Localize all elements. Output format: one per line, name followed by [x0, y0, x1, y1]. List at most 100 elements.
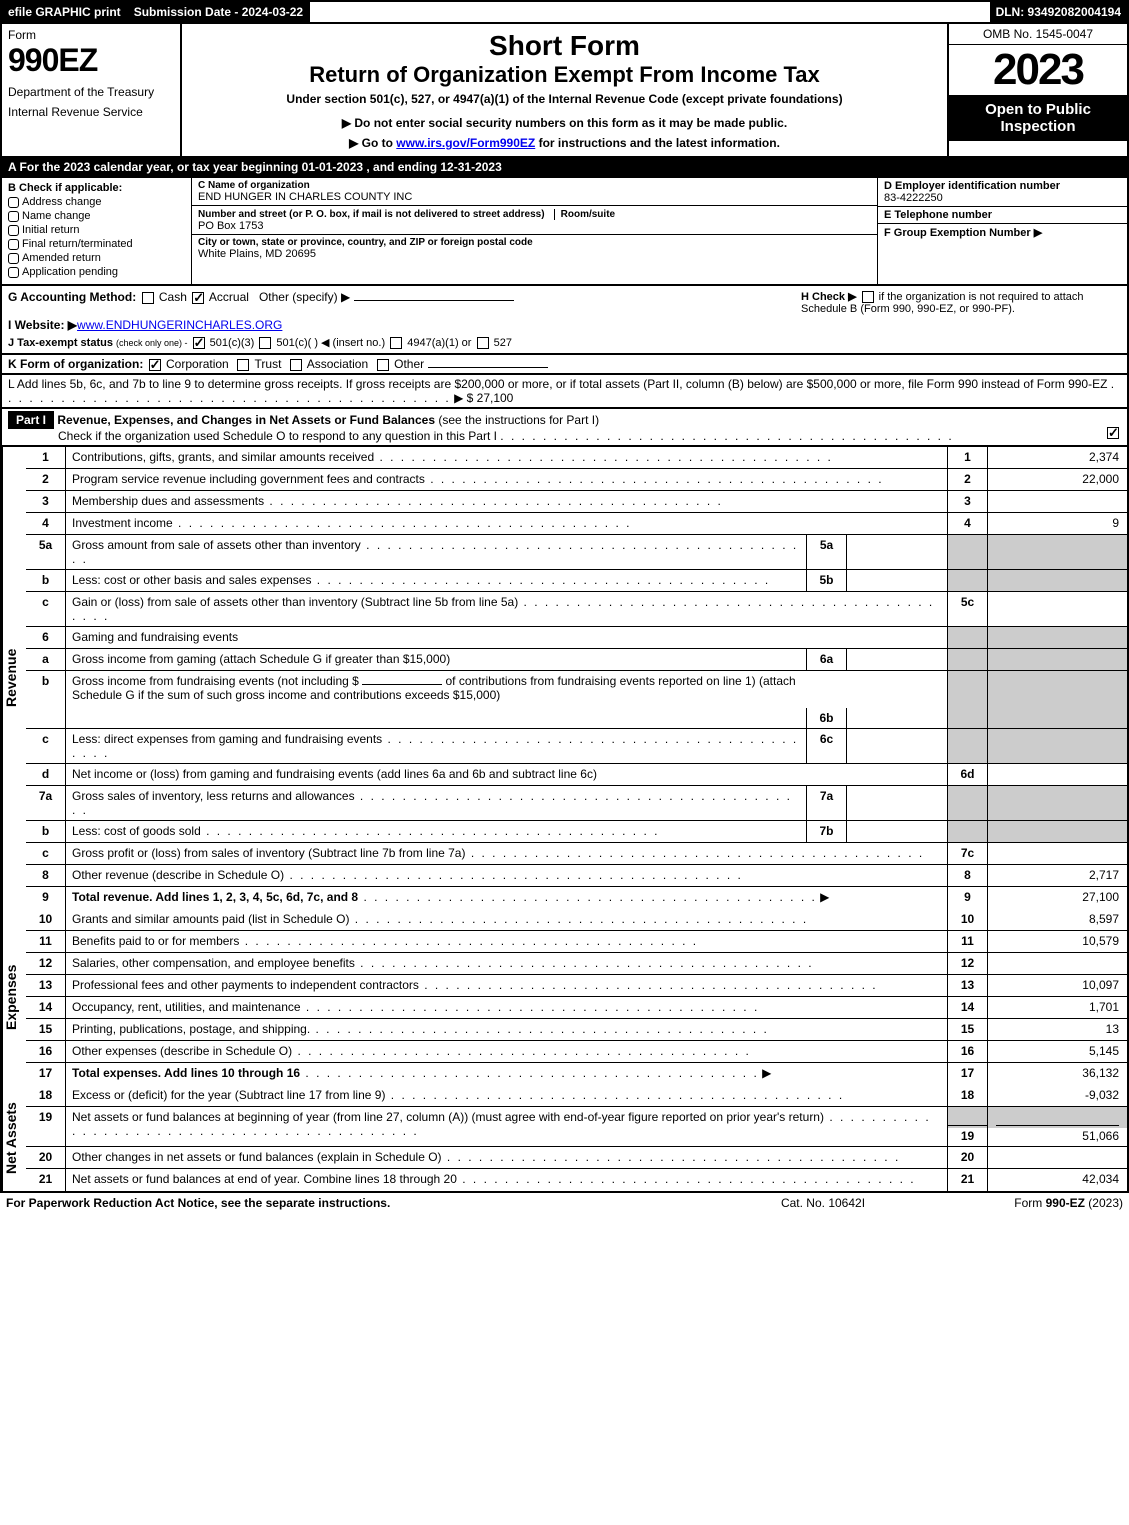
street-value: PO Box 1753	[198, 220, 871, 232]
website-link[interactable]: www.ENDHUNGERINCHARLES.ORG	[77, 318, 282, 332]
accounting-method: G Accounting Method: Cash Accrual Other …	[8, 290, 801, 304]
goto-line: ▶ Go to www.irs.gov/Form990EZ for instru…	[188, 136, 941, 150]
form-header: Form 990EZ Department of the Treasury In…	[0, 24, 1129, 158]
ein-label: D Employer identification number	[884, 180, 1121, 192]
group-cell: F Group Exemption Number ▶	[878, 224, 1127, 241]
footer-catno: Cat. No. 10642I	[723, 1196, 923, 1210]
chk-application-pending[interactable]: Application pending	[8, 266, 185, 278]
expenses-sidelabel: Expenses	[2, 909, 26, 1085]
form-word: Form	[8, 28, 174, 42]
checkbox-icon	[8, 253, 19, 264]
col-b: B Check if applicable: Address change Na…	[2, 178, 192, 284]
chk-527[interactable]	[477, 337, 489, 349]
line-15: 15 Printing, publications, postage, and …	[26, 1019, 1127, 1041]
line-6b: b Gross income from fundraising events (…	[26, 671, 1127, 729]
line-12-value	[987, 953, 1127, 974]
submission-date: Submission Date - 2024-03-22	[128, 2, 310, 22]
line-16: 16 Other expenses (describe in Schedule …	[26, 1041, 1127, 1063]
footer-right: Form 990-EZ (2023)	[923, 1196, 1123, 1210]
chk-accrual[interactable]	[192, 292, 204, 304]
group-label: F Group Exemption Number ▶	[884, 226, 1121, 239]
header-right: OMB No. 1545-0047 2023 Open to Public In…	[947, 24, 1127, 156]
line-16-value: 5,145	[987, 1041, 1127, 1062]
city-label: City or town, state or province, country…	[198, 237, 871, 248]
chk-trust[interactable]	[237, 359, 249, 371]
line-10-value: 8,597	[987, 909, 1127, 930]
line-7a-value	[847, 786, 947, 820]
line-6: 6 Gaming and fundraising events	[26, 627, 1127, 649]
revenue-sidelabel: Revenue	[2, 447, 26, 909]
line-6a-value	[847, 649, 947, 670]
omb-number: OMB No. 1545-0047	[949, 24, 1127, 45]
line-10: 10 Grants and similar amounts paid (list…	[26, 909, 1127, 931]
other-specify-input[interactable]	[354, 300, 514, 301]
line-8-value: 2,717	[987, 865, 1127, 886]
row-l-amount: ▶ $ 27,100	[454, 391, 513, 405]
room-label: Room/suite	[554, 209, 615, 220]
dots	[500, 429, 953, 443]
dln-label: DLN: 93492082004194	[990, 2, 1127, 22]
chk-501c3[interactable]	[193, 337, 205, 349]
short-form-title: Short Form	[188, 30, 941, 62]
line-3: 3 Membership dues and assessments 3	[26, 491, 1127, 513]
col-c: C Name of organization END HUNGER IN CHA…	[192, 178, 877, 284]
row-k: K Form of organization: Corporation Trus…	[0, 355, 1129, 375]
header-left: Form 990EZ Department of the Treasury In…	[2, 24, 182, 156]
line-1: 1 Contributions, gifts, grants, and simi…	[26, 447, 1127, 469]
line-6a: a Gross income from gaming (attach Sched…	[26, 649, 1127, 671]
line-15-value: 13	[987, 1019, 1127, 1040]
header-mid: Short Form Return of Organization Exempt…	[182, 24, 947, 156]
row-h: H Check ▶ if the organization is not req…	[801, 290, 1121, 349]
line-13: 13 Professional fees and other payments …	[26, 975, 1127, 997]
line-6c: c Less: direct expenses from gaming and …	[26, 729, 1127, 764]
line-6b-value	[847, 708, 947, 728]
city-cell: City or town, state or province, country…	[192, 235, 877, 262]
checkbox-icon	[8, 239, 19, 250]
line-14: 14 Occupancy, rent, utilities, and maint…	[26, 997, 1127, 1019]
chk-initial-return[interactable]: Initial return	[8, 224, 185, 236]
col-d: D Employer identification number 83-4222…	[877, 178, 1127, 284]
chk-4947[interactable]	[390, 337, 402, 349]
line-9-value: 27,100	[987, 887, 1127, 909]
chk-other-org[interactable]	[377, 359, 389, 371]
row-g-h: G Accounting Method: Cash Accrual Other …	[0, 286, 1129, 355]
line-19-value: 51,066	[996, 1125, 1119, 1143]
chk-schedule-o[interactable]	[1107, 427, 1119, 439]
page-footer: For Paperwork Reduction Act Notice, see …	[0, 1193, 1129, 1213]
tax-year: 2023	[949, 45, 1127, 95]
line-7c-value	[987, 843, 1127, 864]
goto-post: for instructions and the latest informat…	[535, 136, 780, 150]
chk-amended-return[interactable]: Amended return	[8, 252, 185, 264]
line-18: 18 Excess or (deficit) for the year (Sub…	[26, 1085, 1127, 1107]
chk-name-change[interactable]: Name change	[8, 210, 185, 222]
line-4-value: 9	[987, 513, 1127, 534]
goto-link[interactable]: www.irs.gov/Form990EZ	[396, 136, 535, 150]
row-l: L Add lines 5b, 6c, and 7b to line 9 to …	[0, 375, 1129, 409]
chk-address-change[interactable]: Address change	[8, 196, 185, 208]
chk-cash[interactable]	[142, 292, 154, 304]
part1-title: Revenue, Expenses, and Changes in Net As…	[57, 413, 435, 427]
chk-schedule-b[interactable]	[862, 291, 874, 303]
open-inspection: Open to Public Inspection	[949, 95, 1127, 141]
street-cell: Number and street (or P. O. box, if mail…	[192, 206, 877, 235]
goto-pre: ▶ Go to	[349, 136, 396, 150]
chk-association[interactable]	[290, 359, 302, 371]
line-9: 9 Total revenue. Add lines 1, 2, 3, 4, 5…	[26, 887, 1127, 909]
line-5b: b Less: cost or other basis and sales ex…	[26, 570, 1127, 592]
part1-check-text: Check if the organization used Schedule …	[58, 429, 497, 443]
line-7b-value	[847, 821, 947, 842]
part1-header-row: Part I Revenue, Expenses, and Changes in…	[0, 409, 1129, 447]
part1-table: Revenue 1 Contributions, gifts, grants, …	[0, 447, 1129, 1193]
ein-value: 83-4222250	[884, 192, 1121, 204]
other-org-input[interactable]	[428, 367, 548, 368]
chk-501c[interactable]	[259, 337, 271, 349]
chk-final-return[interactable]: Final return/terminated	[8, 238, 185, 250]
line-6b-contrib-input[interactable]	[362, 684, 442, 685]
form-number: 990EZ	[8, 42, 174, 79]
line-19: 19 Net assets or fund balances at beginn…	[26, 1107, 1127, 1147]
chk-corporation[interactable]	[149, 359, 161, 371]
top-bar: efile GRAPHIC print Submission Date - 20…	[0, 0, 1129, 24]
line-13-value: 10,097	[987, 975, 1127, 996]
line-17-value: 36,132	[987, 1063, 1127, 1085]
efile-label[interactable]: efile GRAPHIC print	[2, 2, 128, 22]
